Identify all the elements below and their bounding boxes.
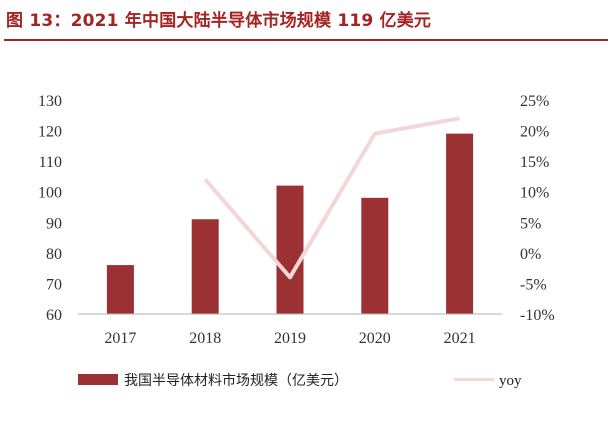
x-axis-tick: 2017 [104, 330, 136, 347]
left-axis-tick: 120 [38, 124, 62, 141]
left-axis-tick: 60 [46, 307, 62, 324]
right-axis-ticks: -10% -5% 0% 5% 10% 15% 20% 25% [520, 93, 555, 324]
right-axis-tick: 20% [520, 124, 549, 141]
yoy-line-series [203, 116, 460, 280]
right-axis-tick: 0% [520, 246, 541, 263]
legend-label-bar: 我国半导体材料市场规模（亿美元） [124, 372, 348, 389]
left-axis-tick: 110 [39, 154, 62, 171]
right-axis-tick: 10% [520, 185, 549, 202]
x-axis-tick: 2021 [444, 330, 476, 347]
x-axis-ticks: 2017 2018 2019 2020 2021 [104, 330, 475, 347]
yoy-line [203, 116, 460, 280]
bar [361, 197, 389, 314]
right-axis-tick: -10% [520, 307, 555, 324]
bar [276, 185, 304, 314]
bar [106, 265, 134, 314]
bar [446, 133, 474, 314]
right-axis-tick: 25% [520, 93, 549, 110]
left-axis-ticks: 60 70 80 90 100 110 120 130 [38, 93, 62, 324]
bar-series [106, 133, 474, 314]
bar [191, 219, 219, 314]
x-axis-tick: 2020 [359, 330, 391, 347]
legend-swatch-bar [78, 374, 118, 385]
legend: 我国半导体材料市场规模（亿美元） yoy [78, 372, 522, 389]
left-axis-tick: 70 [46, 276, 62, 293]
left-axis-tick: 90 [46, 215, 62, 232]
figure-title: 图 13：2021 年中国大陆半导体市场规模 119 亿美元 [6, 11, 432, 31]
left-axis-tick: 130 [38, 93, 62, 110]
right-axis-tick: -5% [520, 276, 547, 293]
title-underline [4, 39, 608, 41]
left-axis-tick: 100 [38, 185, 62, 202]
x-axis-tick: 2019 [274, 330, 306, 347]
x-axis-tick: 2018 [189, 330, 221, 347]
right-axis-tick: 15% [520, 154, 549, 171]
left-axis-tick: 80 [46, 246, 62, 263]
right-axis-tick: 5% [520, 215, 541, 232]
legend-label-line: yoy [499, 373, 522, 389]
